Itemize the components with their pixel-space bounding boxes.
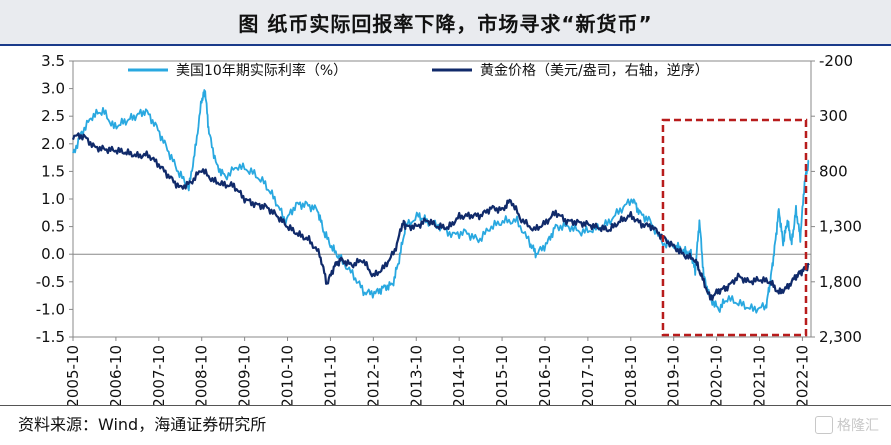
x-tick-label: 2006-10: [107, 345, 125, 406]
legend-gold-label: 黄金价格（美元/盎司，右轴，逆序）: [480, 62, 709, 79]
source-note: 资料来源：Wind，海通证券研究所: [18, 415, 267, 434]
x-tick-label: 2018-10: [622, 345, 640, 406]
x-tick-label: 2009-10: [236, 345, 254, 406]
y-right-tick-label: 800: [819, 162, 848, 180]
x-tick-label: 2015-10: [493, 345, 511, 406]
x-tick-label: 2007-10: [150, 345, 168, 406]
legend: 美国10年期实际利率（%） 黄金价格（美元/盎司，右轴，逆序）: [128, 62, 709, 79]
x-tick-label: 2008-10: [193, 345, 211, 406]
title-bar: 图 纸币实际回报率下降，市场寻求“新货币”: [0, 0, 891, 44]
highlight-box: [661, 118, 808, 337]
x-tick-label: 2022-10: [793, 345, 811, 406]
y-left-tick-label: -1.0: [36, 300, 65, 318]
footer-rule: [0, 405, 891, 406]
series-layer: [71, 89, 810, 337]
x-tick-label: 2016-10: [536, 345, 554, 406]
y-right-tick-label: -200: [819, 52, 853, 70]
x-tick-label: 2011-10: [321, 345, 339, 406]
y-left-tick-label: 1.5: [41, 162, 65, 180]
x-tick-label: 2019-10: [665, 345, 683, 406]
y-left-tick-label: 3.5: [41, 52, 65, 70]
plot-frame: [72, 60, 812, 338]
chart-title: 图 纸币实际回报率下降，市场寻求“新货币”: [238, 11, 653, 36]
y-right-tick-label: 1,800: [819, 273, 862, 291]
y-left-tick-label: 3.0: [41, 80, 65, 98]
x-tick-label: 2017-10: [579, 345, 597, 406]
y-left-tick-label: 0.0: [41, 245, 65, 263]
legend-real-rate-label: 美国10年期实际利率（%）: [176, 62, 347, 79]
x-tick-label: 2013-10: [407, 345, 425, 406]
x-tick-label: 2010-10: [279, 345, 297, 406]
y-left-tick-label: -0.5: [36, 273, 65, 291]
watermark: 格隆汇: [815, 415, 879, 435]
watermark-text: 格隆汇: [837, 418, 879, 434]
x-tick-label: 2012-10: [364, 345, 382, 406]
axes: 3.5 3.0 2.5 2.0 1.5 1.0 0.5 0.0 -0.5 -1.0 -1.5 -200…: [36, 52, 862, 406]
chart: 3.5 3.0 2.5 2.0 1.5 1.0 0.5 0.0 -0.5 -1.0 -1.5 -200…: [36, 52, 862, 406]
y-right-tick-label: 300: [819, 107, 848, 125]
y-right-tick-label: 1,300: [819, 218, 862, 236]
y-right-tick-label: 2,300: [819, 328, 862, 346]
series-gold-line: [71, 132, 810, 301]
x-tick-label: 2020-10: [708, 345, 726, 406]
watermark-logo-icon: [815, 416, 833, 434]
title-rule: [0, 44, 891, 46]
y-left-tick-label: 1.0: [41, 190, 65, 208]
y-left-tick-label: 2.5: [41, 107, 65, 125]
y-left-tick-label: 0.5: [41, 218, 65, 236]
y-left-tick-label: -1.5: [36, 328, 65, 346]
y-left-tick-label: 2.0: [41, 135, 65, 153]
x-tick-label: 2005-10: [64, 345, 82, 406]
x-tick-label: 2014-10: [450, 345, 468, 406]
x-tick-label: 2021-10: [751, 345, 769, 406]
series-real-rate-line: [72, 89, 810, 314]
